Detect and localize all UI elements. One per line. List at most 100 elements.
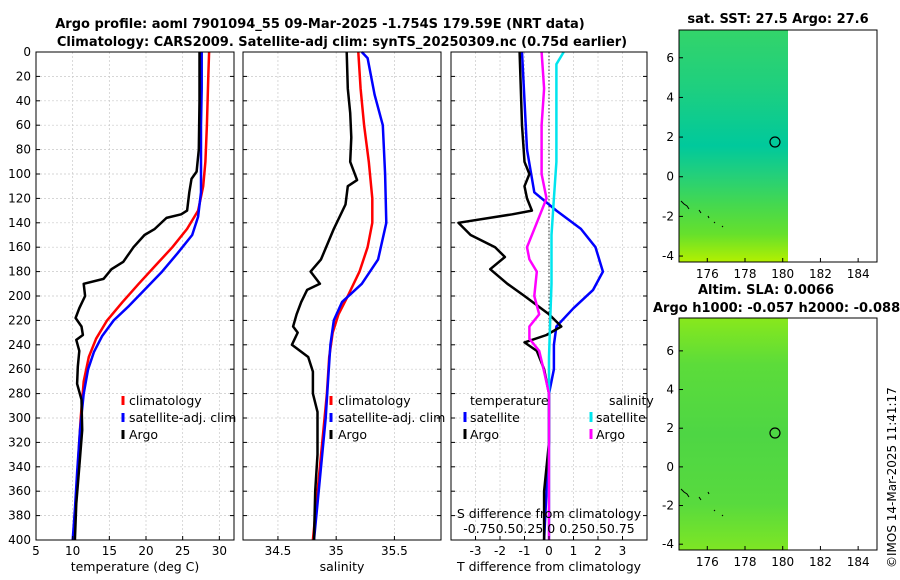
lat-tick-label: 0 xyxy=(666,460,674,474)
lon-tick-label: 182 xyxy=(809,267,832,281)
sla-map-subtitle: Argo h1000: -0.057 h2000: -0.088 xyxy=(653,301,900,316)
depth-tick-label: 20 xyxy=(16,69,31,83)
figure-title-line1: Argo profile: aoml 7901094_55 09-Mar-202… xyxy=(55,17,585,32)
depth-tick-label: 400 xyxy=(8,533,31,547)
depth-tick-label: 180 xyxy=(8,265,31,279)
depth-tick-labels: 0 20 40 60 80 100 120 140 160 180 200 220 240 260 280 3… xyxy=(8,45,31,547)
lon-tick-label: 180 xyxy=(771,267,794,281)
legend-s-argo: Argo xyxy=(596,427,625,442)
series-t-argo xyxy=(457,51,563,540)
temperature-xlabel: temperature (deg C) xyxy=(71,559,200,574)
lat-tick-label: 2 xyxy=(666,130,674,144)
depth-tick-label: 0 xyxy=(23,45,31,59)
depth-tick-label: 280 xyxy=(8,387,31,401)
legend-climatology: climatology xyxy=(129,393,202,408)
depth-tick-label: 240 xyxy=(8,338,31,352)
depth-tick-label: 100 xyxy=(8,167,31,181)
depth-tick-label: 200 xyxy=(8,289,31,303)
legend-satellite: satellite-adj. clim xyxy=(338,410,445,425)
salinity-lines xyxy=(290,51,388,541)
lat-tick-label: 6 xyxy=(666,51,674,65)
sla-map-ticks: 176 178 180 182 184 -4 -2 0 2 4 6 xyxy=(662,344,870,569)
x-tick-label: 20 xyxy=(138,544,153,558)
lat-tick-label: -2 xyxy=(662,209,674,223)
x-tick-label: 34.5 xyxy=(265,544,292,558)
legend-satellite: satellite-adj. clim xyxy=(129,410,236,425)
x-tick-label: 25 xyxy=(175,544,190,558)
lon-tick-label: 178 xyxy=(734,555,757,569)
legend-argo: Argo xyxy=(338,427,367,442)
salinity-grid xyxy=(243,52,441,540)
legend-temperature-header: temperature xyxy=(470,393,549,408)
sst-map-ticks: 176 178 180 182 184 -4 -2 0 2 4 6 xyxy=(662,51,870,281)
x-tick-label: 30 xyxy=(212,544,227,558)
sla-coastline xyxy=(680,488,724,517)
argo-position-marker xyxy=(769,427,781,439)
depth-tick-label: 80 xyxy=(16,143,31,157)
x-tick-label: 3 xyxy=(619,544,627,558)
sst-map-frame xyxy=(678,29,878,263)
depth-tick-label: 340 xyxy=(8,460,31,474)
series-satellite-adj-clim xyxy=(312,51,388,541)
legend-t-satellite: satellite xyxy=(470,410,520,425)
sla-map-field xyxy=(679,318,788,550)
temperature-legend: climatology satellite-adj. clim Argo xyxy=(121,393,236,442)
series-argo xyxy=(73,52,201,541)
legend-argo: Argo xyxy=(129,427,158,442)
sst-map-title: sat. SST: 27.5 Argo: 27.6 xyxy=(687,12,868,27)
x-tick-label: 2 xyxy=(594,544,602,558)
series-s-argo xyxy=(525,51,551,540)
sla-map-frame xyxy=(678,317,878,551)
depth-tick-label: 220 xyxy=(8,313,31,327)
temperature-grid xyxy=(35,52,234,540)
lon-tick-label: 180 xyxy=(771,555,794,569)
legend-s-satellite: satellite xyxy=(596,410,646,425)
depth-tick-label: 60 xyxy=(16,118,31,132)
x-tick-label: 15 xyxy=(102,544,117,558)
temperature-panel: 5 10 15 20 25 30 0 20 40 60 80 100 120 140 160 180 200 2… xyxy=(8,45,236,574)
lon-tick-label: 176 xyxy=(696,555,719,569)
lon-tick-label: 176 xyxy=(696,267,719,281)
salinity-xlabel: salinity xyxy=(320,559,365,574)
x-tick-label: 5 xyxy=(32,544,40,558)
sla-map-marks xyxy=(769,427,781,439)
s-difference-label: S difference from climatology xyxy=(457,506,642,521)
salinity-legend: climatology satellite-adj. clim Argo xyxy=(329,393,445,442)
sst-map-panel: sat. SST: 27.5 Argo: 27.6 176 178 180 182 18… xyxy=(662,12,878,281)
lat-tick-label: 6 xyxy=(666,344,674,358)
depth-tick-label: 40 xyxy=(16,94,31,108)
legend-salinity-header: salinity xyxy=(609,393,654,408)
x-tick-label: -3 xyxy=(470,544,482,558)
lat-tick-label: 2 xyxy=(666,421,674,435)
salinity-ticks: 34.5 35 35.5 xyxy=(243,51,441,558)
depth-tick-label: 300 xyxy=(8,411,31,425)
series-satellite-adj-clim xyxy=(71,52,203,541)
difference-legend: temperature salinity satellite Argo sate… xyxy=(463,393,654,442)
imos-watermark: ©IMOS 14-Mar-2025 11:41:17 xyxy=(885,387,899,568)
lon-tick-label: 184 xyxy=(847,555,870,569)
x-tick-label: -2 xyxy=(494,544,506,558)
difference-xlabel: T difference from climatology xyxy=(456,559,642,574)
temperature-ticks: 5 10 15 20 25 30 xyxy=(32,51,234,558)
lon-tick-label: 182 xyxy=(809,555,832,569)
depth-tick-label: 360 xyxy=(8,484,31,498)
sla-map-title: Altim. SLA: 0.0066 xyxy=(698,283,834,298)
series-argo xyxy=(290,51,359,541)
lon-tick-label: 184 xyxy=(847,267,870,281)
legend-climatology: climatology xyxy=(338,393,411,408)
argo-position-marker xyxy=(769,136,781,148)
x-tick-label: 35.5 xyxy=(381,544,408,558)
difference-lines xyxy=(457,51,605,541)
s-difference-ticks: -0.750.50.25 0 0.250.50.75 xyxy=(463,521,635,536)
lon-tick-label: 178 xyxy=(734,267,757,281)
x-tick-label: -1 xyxy=(519,544,531,558)
sla-map-panel: Altim. SLA: 0.0066 Argo h1000: -0.057 h2… xyxy=(653,283,900,569)
depth-tick-label: 140 xyxy=(8,216,31,230)
depth-tick-label: 320 xyxy=(8,435,31,449)
difference-panel: -3 -2 -1 0 1 2 3 S difference from climatology… xyxy=(450,51,654,574)
lat-tick-label: 4 xyxy=(666,383,674,397)
lat-tick-label: 0 xyxy=(666,170,674,184)
figure-title-line2: Climatology: CARS2009. Satellite-adj cli… xyxy=(57,35,627,50)
x-tick-label: 35 xyxy=(329,544,344,558)
